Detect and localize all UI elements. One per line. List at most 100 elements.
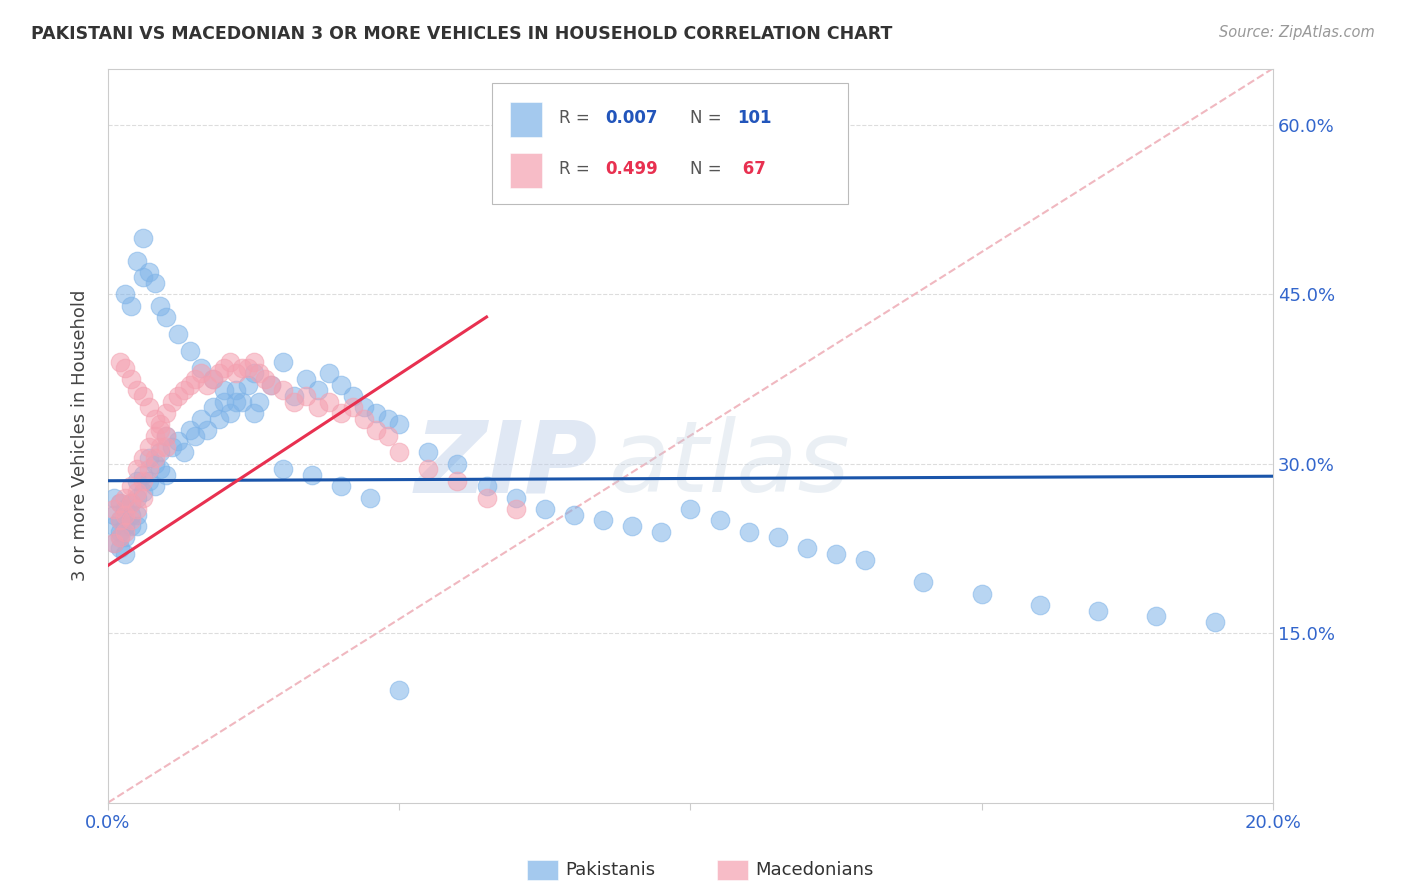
Point [138, 474, 160, 488]
Point [231, 394, 253, 409]
Point [114, 360, 136, 375]
Point [127, 253, 149, 268]
Point [329, 406, 352, 420]
Point [1029, 598, 1052, 612]
Point [307, 401, 329, 415]
Text: ZIP: ZIP [415, 417, 598, 514]
Point [201, 401, 224, 415]
Point [219, 355, 242, 369]
Point [114, 519, 136, 533]
Point [167, 389, 190, 403]
Point [201, 372, 224, 386]
Point [149, 445, 172, 459]
Point [388, 445, 411, 459]
Point [127, 485, 149, 500]
Point [342, 401, 364, 415]
Text: atlas: atlas [609, 417, 851, 514]
Point [225, 384, 247, 398]
Point [143, 479, 166, 493]
Point [155, 468, 177, 483]
Point [1144, 609, 1167, 624]
Point [318, 367, 340, 381]
Point [127, 462, 149, 476]
Point [295, 372, 318, 386]
Point [120, 496, 142, 510]
Point [195, 377, 218, 392]
Point [108, 513, 131, 527]
Point [127, 474, 149, 488]
Point [120, 299, 142, 313]
Point [155, 310, 177, 324]
Point [307, 384, 329, 398]
Point [127, 519, 149, 533]
Text: R =: R = [558, 160, 595, 178]
Point [149, 440, 172, 454]
Text: R =: R = [558, 109, 595, 127]
Point [214, 384, 236, 398]
Point [679, 502, 702, 516]
Point [271, 462, 294, 476]
Point [108, 513, 131, 527]
Point [155, 428, 177, 442]
Point [108, 496, 131, 510]
Point [114, 524, 136, 539]
Point [120, 508, 142, 522]
Point [242, 406, 264, 420]
Text: Macedonians: Macedonians [755, 861, 873, 879]
Point [364, 423, 387, 437]
Point [912, 575, 935, 590]
Point [114, 530, 136, 544]
Point [108, 530, 131, 544]
Point [114, 547, 136, 561]
Point [283, 394, 305, 409]
Bar [510, 153, 543, 188]
Point [173, 384, 195, 398]
Point [143, 428, 166, 442]
Point [138, 440, 160, 454]
Point [132, 485, 155, 500]
Point [825, 547, 848, 561]
Point [970, 587, 993, 601]
Point [329, 479, 352, 493]
Point [132, 389, 155, 403]
Point [242, 367, 264, 381]
Point [737, 524, 759, 539]
Point [301, 468, 323, 483]
Point [114, 287, 136, 301]
Point [621, 519, 644, 533]
Text: Source: ZipAtlas.com: Source: ZipAtlas.com [1219, 25, 1375, 40]
Text: N =: N = [690, 109, 727, 127]
Point [132, 451, 155, 466]
Point [103, 536, 125, 550]
Point [214, 394, 236, 409]
Point [260, 377, 283, 392]
Point [120, 372, 142, 386]
Point [190, 367, 212, 381]
Point [418, 462, 440, 476]
Point [388, 682, 411, 697]
Point [353, 411, 375, 425]
Point [709, 513, 731, 527]
Point [342, 389, 364, 403]
Point [167, 326, 190, 341]
Point [138, 401, 160, 415]
Point [143, 457, 166, 471]
Point [160, 394, 183, 409]
Text: 101: 101 [737, 109, 772, 127]
Point [418, 445, 440, 459]
Point [533, 502, 555, 516]
Point [295, 389, 318, 403]
Point [132, 474, 155, 488]
Text: 67: 67 [737, 160, 766, 178]
Point [143, 451, 166, 466]
Point [1087, 604, 1109, 618]
Point [853, 553, 876, 567]
Point [190, 360, 212, 375]
Point [225, 367, 247, 381]
Point [796, 541, 818, 556]
Point [108, 524, 131, 539]
Point [190, 411, 212, 425]
Text: 0.007: 0.007 [606, 109, 658, 127]
Point [132, 491, 155, 505]
Point [149, 417, 172, 432]
